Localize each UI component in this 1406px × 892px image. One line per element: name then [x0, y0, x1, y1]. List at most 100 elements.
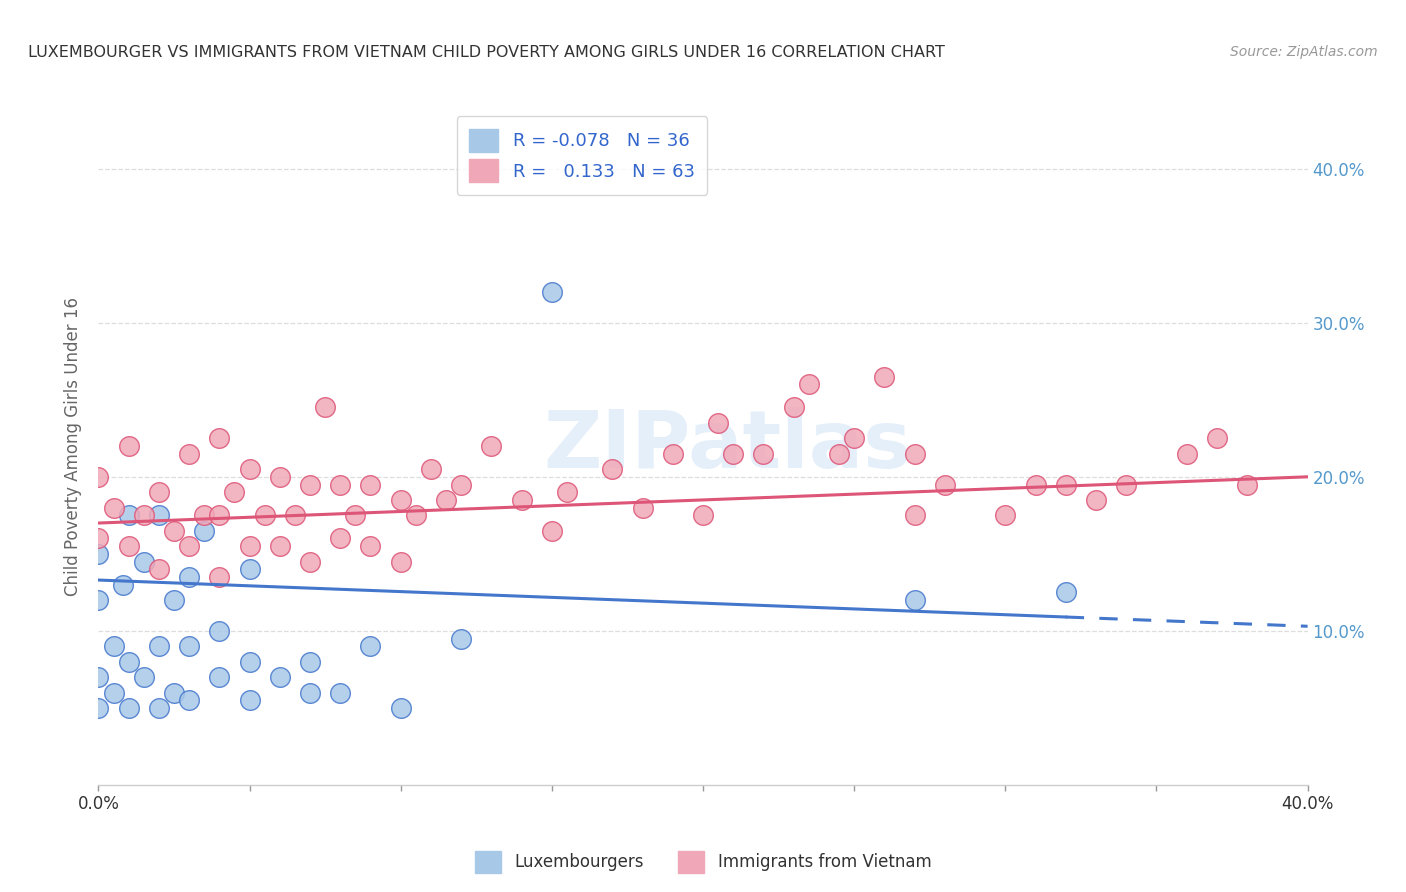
- Point: [360, 539, 382, 553]
- Point: [118, 701, 141, 715]
- Point: [269, 539, 291, 553]
- Point: [208, 670, 231, 684]
- Point: [602, 462, 624, 476]
- Point: [87, 532, 110, 546]
- Point: [389, 555, 412, 569]
- Point: [224, 485, 246, 500]
- Point: [844, 431, 866, 445]
- Text: LUXEMBOURGER VS IMMIGRANTS FROM VIETNAM CHILD POVERTY AMONG GIRLS UNDER 16 CORRE: LUXEMBOURGER VS IMMIGRANTS FROM VIETNAM …: [28, 45, 945, 60]
- Point: [828, 447, 851, 461]
- Point: [179, 447, 201, 461]
- Point: [179, 693, 201, 707]
- Point: [148, 701, 170, 715]
- Point: [208, 624, 231, 638]
- Point: [540, 285, 562, 299]
- Point: [299, 555, 322, 569]
- Point: [904, 447, 927, 461]
- Point: [344, 508, 367, 523]
- Point: [1054, 477, 1077, 491]
- Point: [208, 570, 231, 584]
- Point: [269, 470, 291, 484]
- Point: [631, 500, 654, 515]
- Point: [87, 701, 110, 715]
- Point: [103, 685, 125, 699]
- Point: [103, 640, 125, 654]
- Text: ZIPatlas: ZIPatlas: [543, 407, 911, 485]
- Point: [934, 477, 956, 491]
- Point: [692, 508, 714, 523]
- Point: [904, 508, 927, 523]
- Point: [253, 508, 276, 523]
- Point: [193, 524, 215, 538]
- Point: [797, 377, 820, 392]
- Point: [163, 593, 186, 607]
- Point: [284, 508, 307, 523]
- Point: [723, 447, 745, 461]
- Point: [299, 655, 322, 669]
- Point: [148, 485, 170, 500]
- Point: [1115, 477, 1137, 491]
- Point: [148, 508, 170, 523]
- Point: [239, 562, 262, 576]
- Point: [389, 701, 412, 715]
- Point: [1054, 585, 1077, 599]
- Point: [904, 593, 927, 607]
- Point: [193, 508, 215, 523]
- Point: [179, 570, 201, 584]
- Point: [299, 685, 322, 699]
- Point: [132, 555, 155, 569]
- Point: [481, 439, 503, 453]
- Point: [555, 485, 578, 500]
- Point: [434, 492, 457, 507]
- Point: [87, 670, 110, 684]
- Point: [389, 492, 412, 507]
- Point: [661, 447, 683, 461]
- Point: [1236, 477, 1258, 491]
- Point: [179, 640, 201, 654]
- Point: [360, 477, 382, 491]
- Point: [405, 508, 427, 523]
- Point: [314, 401, 336, 415]
- Point: [148, 562, 170, 576]
- Text: Source: ZipAtlas.com: Source: ZipAtlas.com: [1230, 45, 1378, 59]
- Point: [450, 632, 472, 646]
- Point: [208, 431, 231, 445]
- Point: [239, 693, 262, 707]
- Point: [148, 640, 170, 654]
- Point: [87, 593, 110, 607]
- Point: [239, 462, 262, 476]
- Point: [1024, 477, 1046, 491]
- Point: [118, 508, 141, 523]
- Point: [179, 539, 201, 553]
- Point: [329, 685, 352, 699]
- Point: [1085, 492, 1108, 507]
- Point: [510, 492, 533, 507]
- Point: [208, 508, 231, 523]
- Point: [87, 547, 110, 561]
- Point: [752, 447, 775, 461]
- Point: [299, 477, 322, 491]
- Point: [132, 508, 155, 523]
- Point: [1175, 447, 1198, 461]
- Point: [994, 508, 1017, 523]
- Point: [239, 655, 262, 669]
- Legend: R = -0.078   N = 36, R =   0.133   N = 63: R = -0.078 N = 36, R = 0.133 N = 63: [457, 116, 707, 195]
- Point: [540, 524, 562, 538]
- Point: [118, 439, 141, 453]
- Point: [103, 500, 125, 515]
- Legend: Luxembourgers, Immigrants from Vietnam: Luxembourgers, Immigrants from Vietnam: [468, 845, 938, 880]
- Point: [87, 470, 110, 484]
- Point: [329, 477, 352, 491]
- Point: [118, 655, 141, 669]
- Point: [783, 401, 806, 415]
- Point: [118, 539, 141, 553]
- Point: [239, 539, 262, 553]
- Point: [329, 532, 352, 546]
- Point: [707, 416, 730, 430]
- Point: [163, 685, 186, 699]
- Point: [111, 577, 134, 591]
- Point: [132, 670, 155, 684]
- Point: [163, 524, 186, 538]
- Point: [420, 462, 443, 476]
- Y-axis label: Child Poverty Among Girls Under 16: Child Poverty Among Girls Under 16: [65, 296, 83, 596]
